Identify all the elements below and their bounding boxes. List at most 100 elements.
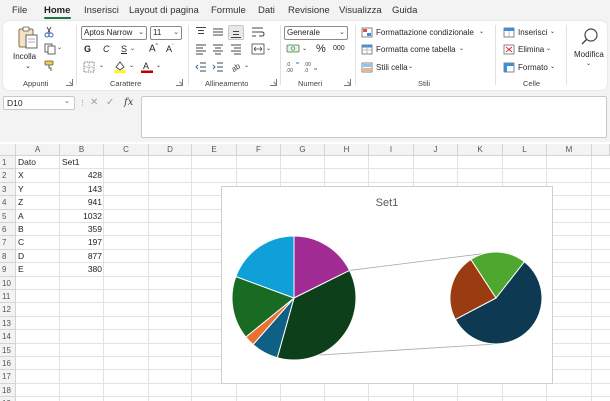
chevron-down-icon[interactable]: ⌄ <box>479 29 485 35</box>
borders-icon[interactable] <box>83 61 95 73</box>
format-cells-icon[interactable] <box>503 62 515 73</box>
tab-home[interactable]: Home <box>44 5 71 16</box>
column-header-f[interactable]: F <box>237 144 281 156</box>
paste-icon[interactable] <box>17 26 39 50</box>
cell-b4[interactable]: 941 <box>87 197 102 208</box>
cell-b9[interactable]: 380 <box>87 264 102 275</box>
row-header-14[interactable]: 14 <box>0 330 16 344</box>
chevron-down-icon[interactable]: ⌄ <box>64 98 70 105</box>
row-header-9[interactable]: 9 <box>0 263 16 277</box>
accounting-format-icon[interactable] <box>286 44 300 55</box>
search-icon[interactable] <box>580 27 600 47</box>
cell-a2[interactable]: X <box>18 170 24 181</box>
percent-button[interactable]: % <box>316 43 326 55</box>
tab-help[interactable]: Guida <box>392 5 418 16</box>
column-header-d[interactable]: D <box>149 144 192 156</box>
conditional-formatting-icon[interactable] <box>361 27 373 38</box>
decrease-decimal-icon[interactable]: .00.0 <box>304 61 318 73</box>
row-header-19[interactable]: 19 <box>0 397 16 401</box>
row-header-18[interactable]: 18 <box>0 383 16 398</box>
format-as-table-icon[interactable] <box>361 44 373 55</box>
chevron-down-icon[interactable]: ⌄ <box>550 64 556 70</box>
chevron-down-icon[interactable]: ⌄ <box>99 63 105 69</box>
cell-a9[interactable]: E <box>18 264 24 275</box>
decrease-indent-icon[interactable] <box>195 61 207 73</box>
insert-cells-icon[interactable] <box>503 27 515 38</box>
clipboard-launcher-icon[interactable] <box>66 79 73 86</box>
secondary-pie-slice-0[interactable] <box>454 261 543 345</box>
font-color-icon[interactable]: A <box>141 60 153 73</box>
column-header-b[interactable]: B <box>60 144 104 156</box>
row-header-12[interactable]: 12 <box>0 303 16 317</box>
font-launcher-icon[interactable] <box>176 79 183 86</box>
chevron-down-icon[interactable]: ⌄ <box>130 46 136 52</box>
chevron-down-icon[interactable]: ⌄ <box>266 46 272 52</box>
increase-font-icon[interactable]: A^ <box>149 43 159 55</box>
comma-style-button[interactable]: 000 <box>333 45 345 52</box>
tab-data[interactable]: Dati <box>258 5 275 16</box>
font-size-dropdown[interactable]: 11 ⌄ <box>150 26 182 40</box>
main-pie-slice-4[interactable] <box>231 275 295 338</box>
cell-a5[interactable]: A <box>18 210 24 221</box>
wrap-text-icon[interactable] <box>251 26 265 38</box>
row-header-10[interactable]: 10 <box>0 276 16 290</box>
enter-icon[interactable]: ✓ <box>106 97 115 108</box>
cell-a3[interactable]: Y <box>18 183 24 194</box>
cell-b1[interactable]: Set1 <box>62 157 80 167</box>
row-header-4[interactable]: 4 <box>0 196 16 210</box>
row-header-8[interactable]: 8 <box>0 249 16 264</box>
chevron-down-icon[interactable]: ⌄ <box>302 46 308 52</box>
row-header-2[interactable]: 2 <box>0 169 16 183</box>
column-header-h[interactable]: H <box>325 144 369 156</box>
column-header-j[interactable]: J <box>414 144 458 156</box>
row-header-1[interactable]: 1 <box>0 156 16 170</box>
row-header-15[interactable]: 15 <box>0 343 16 357</box>
chevron-down-icon[interactable]: ⌄ <box>156 63 162 69</box>
conditional-formatting-button[interactable]: Formattazione condizionale <box>376 28 474 37</box>
tab-insert[interactable]: Inserisci <box>84 5 119 16</box>
insert-cells-button[interactable]: Inserisci <box>518 28 548 37</box>
cell-a1[interactable]: Dato <box>18 157 36 167</box>
delete-cells-icon[interactable] <box>503 44 515 55</box>
increase-indent-icon[interactable] <box>212 61 224 73</box>
chevron-down-icon[interactable]: ⌄ <box>57 45 63 51</box>
chevron-down-icon[interactable]: ⌄ <box>546 46 552 52</box>
chevron-down-icon[interactable]: ⌄ <box>459 46 465 52</box>
number-launcher-icon[interactable] <box>344 79 351 86</box>
format-as-table-button[interactable]: Formatta come tabella <box>376 45 456 54</box>
tab-formulas[interactable]: Formule <box>211 5 246 16</box>
align-bottom-button[interactable] <box>228 25 244 40</box>
cell-a7[interactable]: C <box>18 237 25 248</box>
copy-icon[interactable] <box>44 43 56 55</box>
align-right-icon[interactable] <box>230 43 242 55</box>
column-header-g[interactable]: G <box>281 144 325 156</box>
column-header-i[interactable]: I <box>369 144 414 156</box>
row-header-13[interactable]: 13 <box>0 316 16 331</box>
orientation-icon[interactable]: ab <box>231 60 243 72</box>
increase-decimal-icon[interactable]: .0.00 <box>286 61 300 73</box>
pie-of-pie-chart[interactable]: Set1 <box>221 186 553 384</box>
tab-page-layout[interactable]: Layout di pagina <box>129 5 199 16</box>
tab-file[interactable]: File <box>12 5 28 16</box>
cell-b8[interactable]: 877 <box>87 250 102 261</box>
chevron-down-icon[interactable]: ⌄ <box>408 64 414 70</box>
chart-title[interactable]: Set1 <box>375 197 399 209</box>
secondary-pie-slice-1[interactable] <box>449 258 497 321</box>
cut-icon[interactable] <box>44 26 54 38</box>
cell-a6[interactable]: B <box>18 224 24 234</box>
align-top-icon[interactable] <box>195 26 207 38</box>
column-header-l[interactable]: L <box>503 144 547 156</box>
main-pie-slice-0[interactable] <box>293 235 351 299</box>
name-box[interactable]: D10 <box>3 96 75 110</box>
column-header-k[interactable]: K <box>458 144 503 156</box>
column-header-c[interactable]: C <box>104 144 149 156</box>
column-header-a[interactable]: A <box>16 144 60 156</box>
chevron-down-icon[interactable]: ⌄ <box>550 29 556 35</box>
chevron-down-icon[interactable]: ⌄ <box>244 63 250 69</box>
row-header-5[interactable]: 5 <box>0 209 16 223</box>
cell-b2[interactable]: 428 <box>87 170 102 181</box>
cell-a8[interactable]: D <box>18 250 25 261</box>
font-name-dropdown[interactable]: Aptos Narrow ⌄ <box>81 26 147 40</box>
fill-color-icon[interactable] <box>113 60 127 73</box>
modify-button[interactable]: Modifica <box>574 50 604 59</box>
